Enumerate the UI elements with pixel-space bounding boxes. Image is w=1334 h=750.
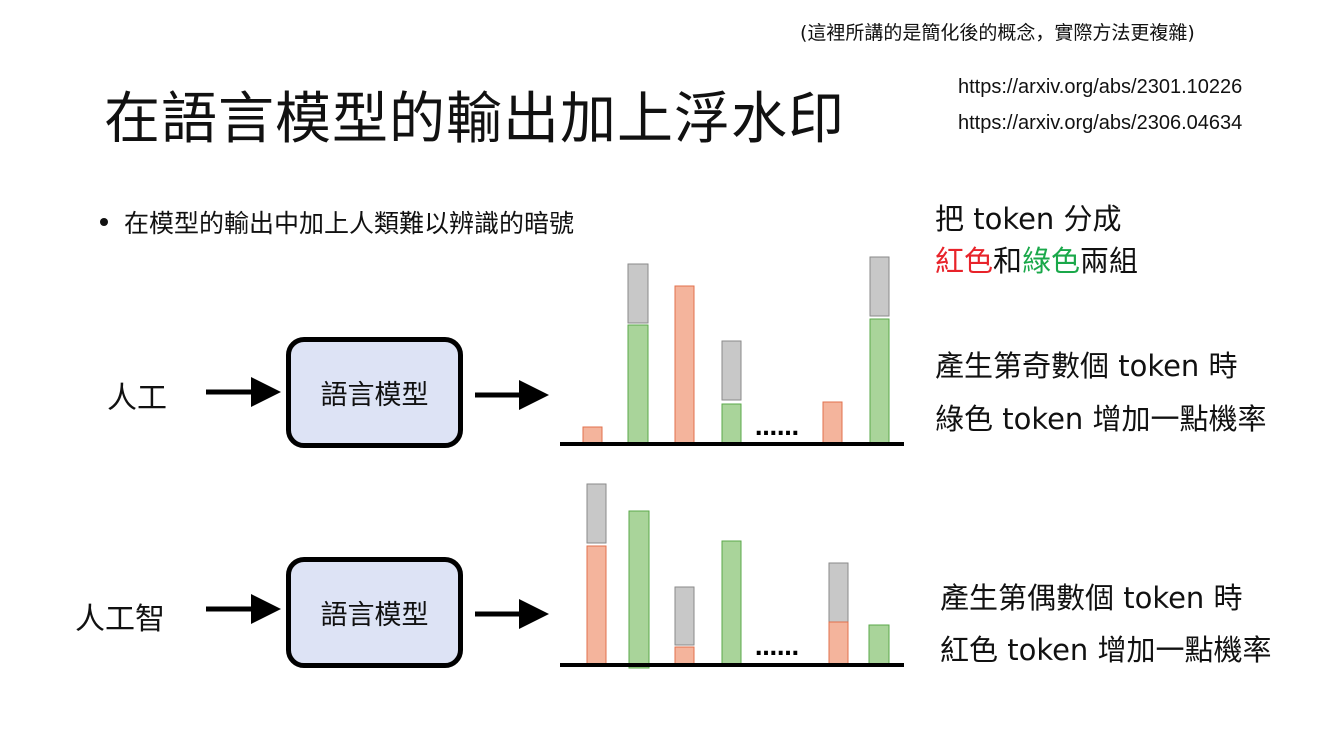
bar-red xyxy=(674,646,695,665)
bar-red xyxy=(822,401,843,444)
token-distribution-2 xyxy=(560,483,904,669)
odd-rule-line2: 綠色 token 增加一點機率 xyxy=(935,402,1267,436)
reference-link-1[interactable]: https://arxiv.org/abs/2301.10226 xyxy=(958,76,1243,98)
ellipsis-1: …… xyxy=(755,416,799,441)
token-distribution-1 xyxy=(560,256,904,446)
split-description-line1: 把 token 分成 xyxy=(935,202,1122,236)
language-model-box-1: 語言模型 xyxy=(286,337,463,448)
model-label-2: 語言模型 xyxy=(320,600,429,631)
green-word: 綠色 xyxy=(1022,244,1081,278)
bar-boost xyxy=(627,263,649,324)
bar-green xyxy=(721,540,742,665)
bar-boost xyxy=(586,483,607,544)
bar-boost xyxy=(869,256,890,317)
groups-word: 兩組 xyxy=(1080,244,1139,278)
bar-red xyxy=(582,426,603,444)
split-description-line2: 紅色和綠色兩組 xyxy=(935,238,1138,280)
bar-red xyxy=(674,285,695,444)
bullet-dot-icon xyxy=(100,218,108,226)
bar-green xyxy=(721,403,742,444)
bar-red xyxy=(586,545,607,665)
input-text-2: 人工智 xyxy=(75,602,165,637)
bar-red xyxy=(828,621,849,665)
bar-green xyxy=(869,318,890,444)
slide-title: 在語言模型的輸出加上浮水印 xyxy=(104,87,845,152)
bar-boost xyxy=(828,562,849,623)
ellipsis-2: …… xyxy=(755,636,799,661)
bar-green xyxy=(628,510,650,669)
input-text-1: 人工 xyxy=(107,381,167,416)
red-word: 紅色 xyxy=(935,244,994,278)
and-word: 和 xyxy=(993,244,1023,278)
language-model-box-2: 語言模型 xyxy=(286,557,463,668)
simplification-note: (這裡所講的是簡化後的概念，實際方法更複雜) xyxy=(800,22,1195,44)
bullet-point: 在模型的輸出中加上人類難以辨識的暗號 xyxy=(100,204,574,240)
bar-boost xyxy=(721,340,742,401)
even-rule-line1: 產生第偶數個 token 時 xyxy=(940,581,1243,615)
even-rule-line2: 紅色 token 增加一點機率 xyxy=(940,633,1272,667)
reference-link-2[interactable]: https://arxiv.org/abs/2306.04634 xyxy=(958,112,1243,134)
odd-rule-line1: 產生第奇數個 token 時 xyxy=(935,349,1238,383)
bullet-text: 在模型的輸出中加上人類難以辨識的暗號 xyxy=(124,209,575,238)
bar-green xyxy=(868,624,890,665)
bar-boost xyxy=(674,586,695,646)
model-label-1: 語言模型 xyxy=(320,380,429,411)
bar-green xyxy=(627,324,649,444)
